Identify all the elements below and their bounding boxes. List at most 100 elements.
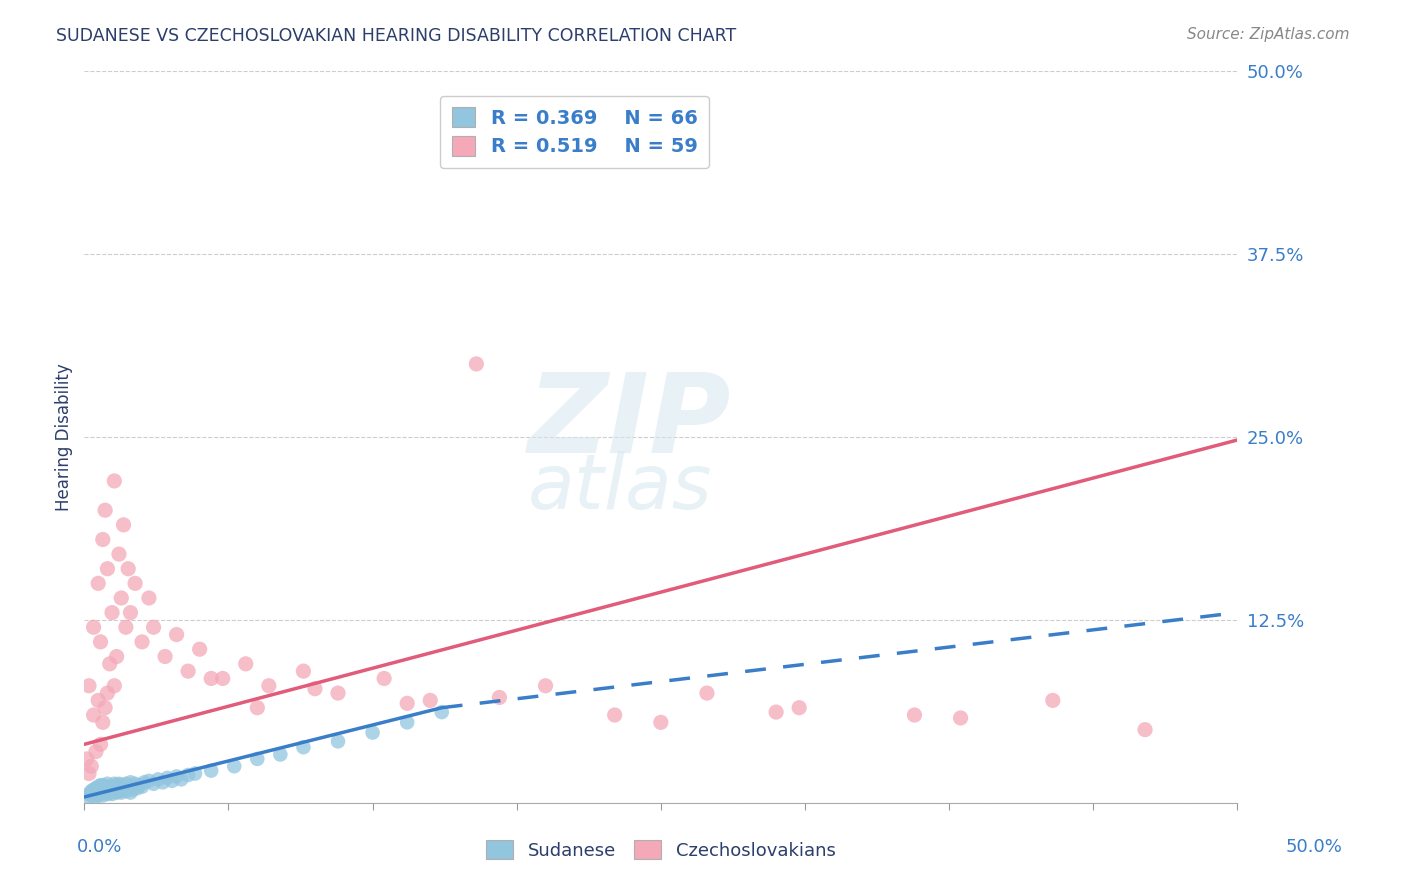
Point <box>650 715 672 730</box>
Point <box>96 562 118 576</box>
Point <box>83 782 105 797</box>
Point <box>96 686 118 700</box>
Point <box>94 780 117 794</box>
Point <box>326 686 349 700</box>
Point <box>94 700 117 714</box>
Point <box>108 784 131 798</box>
Point <box>84 786 107 800</box>
Point <box>1042 693 1064 707</box>
Point <box>77 766 100 780</box>
Point <box>131 635 153 649</box>
Point <box>108 547 131 561</box>
Point <box>84 781 107 796</box>
Point <box>115 784 138 798</box>
Point <box>87 780 110 794</box>
Point <box>134 775 156 789</box>
Point <box>603 708 626 723</box>
Point <box>91 784 114 798</box>
Point <box>142 620 165 634</box>
Point <box>326 734 349 748</box>
Text: 50.0%: 50.0% <box>1286 838 1343 856</box>
Point <box>257 679 280 693</box>
Point <box>96 782 118 797</box>
Point <box>103 777 125 791</box>
Point <box>224 759 246 773</box>
Point <box>76 789 98 804</box>
Point <box>103 784 125 798</box>
Point <box>396 715 419 730</box>
Point <box>120 786 142 800</box>
Point <box>101 606 124 620</box>
Point <box>96 787 118 801</box>
Point <box>200 764 222 778</box>
Point <box>138 591 160 605</box>
Point <box>120 775 142 789</box>
Text: 0.0%: 0.0% <box>77 838 122 856</box>
Text: SUDANESE VS CZECHOSLOVAKIAN HEARING DISABILITY CORRELATION CHART: SUDANESE VS CZECHOSLOVAKIAN HEARING DISA… <box>56 27 737 45</box>
Point <box>170 772 193 787</box>
Point <box>188 642 211 657</box>
Point <box>83 708 105 723</box>
Point <box>112 517 135 532</box>
Point <box>91 778 114 792</box>
Point <box>1133 723 1156 737</box>
Point <box>77 787 100 801</box>
Point <box>94 786 117 800</box>
Text: atlas: atlas <box>529 451 713 525</box>
Point <box>124 576 146 591</box>
Point <box>103 679 125 693</box>
Point <box>160 773 183 788</box>
Point <box>110 591 132 605</box>
Point <box>83 789 105 803</box>
Point <box>534 679 557 693</box>
Point <box>177 768 200 782</box>
Point <box>177 664 200 678</box>
Point <box>89 787 111 801</box>
Point <box>112 782 135 797</box>
Point <box>83 620 105 634</box>
Point <box>98 780 121 794</box>
Point <box>91 533 114 547</box>
Point <box>128 778 150 792</box>
Point <box>787 700 810 714</box>
Point <box>124 777 146 791</box>
Point <box>115 777 138 791</box>
Point <box>77 679 100 693</box>
Point <box>211 672 233 686</box>
Point <box>304 681 326 696</box>
Point <box>98 786 121 800</box>
Point <box>200 672 222 686</box>
Point <box>87 789 110 803</box>
Point <box>89 737 111 751</box>
Point <box>465 357 488 371</box>
Point <box>292 664 315 678</box>
Point <box>373 672 395 686</box>
Point <box>419 693 441 707</box>
Point <box>246 700 269 714</box>
Point <box>76 752 98 766</box>
Text: ZIP: ZIP <box>529 369 731 476</box>
Point <box>121 782 143 797</box>
Point <box>103 474 125 488</box>
Y-axis label: Hearing Disability: Hearing Disability <box>55 363 73 511</box>
Point <box>696 686 718 700</box>
Point <box>101 787 124 801</box>
Point <box>430 705 453 719</box>
Point <box>80 759 103 773</box>
Point <box>91 715 114 730</box>
Point <box>84 745 107 759</box>
Point <box>166 627 188 641</box>
Point <box>142 777 165 791</box>
Point <box>949 711 972 725</box>
Point <box>110 786 132 800</box>
Point <box>903 708 925 723</box>
Point <box>146 772 169 787</box>
Point <box>156 771 179 785</box>
Point <box>235 657 257 671</box>
Point <box>765 705 787 719</box>
Text: Source: ZipAtlas.com: Source: ZipAtlas.com <box>1187 27 1350 42</box>
Point <box>117 562 139 576</box>
Point <box>115 620 138 634</box>
Point <box>96 777 118 791</box>
Point <box>269 747 291 762</box>
